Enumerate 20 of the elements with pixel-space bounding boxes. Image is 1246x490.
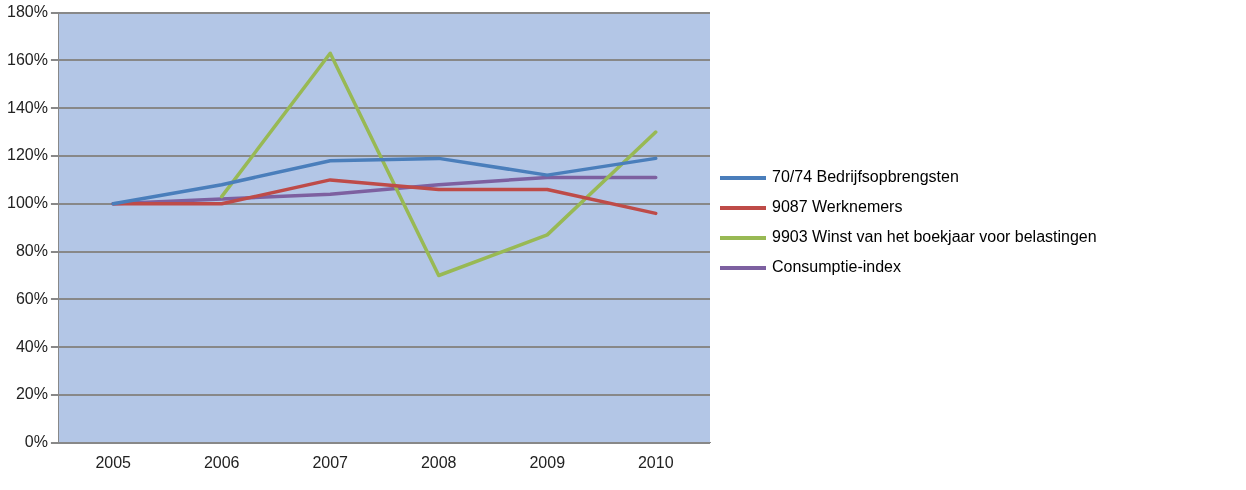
y-tick-label: 20%: [15, 385, 48, 403]
y-tick-label: 140%: [7, 98, 48, 116]
y-tick-label: 160%: [7, 50, 48, 68]
y-tick-label: 40%: [15, 337, 48, 355]
y-tick-label: 60%: [15, 289, 48, 307]
x-tick-label: 2009: [529, 453, 566, 471]
legend-label: 9903 Winst van het boekjaar voor belastingen: [772, 228, 1097, 246]
y-tick-label: 180%: [7, 3, 48, 21]
legend-label: 70/74 Bedrijfsopbrengsten: [772, 168, 959, 186]
x-tick-label: 2005: [95, 453, 132, 471]
legend-label: 9087 Werknemers: [772, 198, 903, 216]
x-tick-label: 2006: [203, 453, 240, 471]
y-tick-label: 80%: [15, 242, 48, 260]
x-tick-label: 2010: [637, 453, 674, 471]
x-tick-label: 2007: [312, 453, 349, 471]
legend-label: Consumptie-index: [772, 258, 901, 276]
y-tick-label: 100%: [7, 194, 48, 212]
y-tick-label: 0%: [24, 433, 48, 451]
x-tick-label: 2008: [420, 453, 457, 471]
y-tick-label: 120%: [7, 146, 48, 164]
